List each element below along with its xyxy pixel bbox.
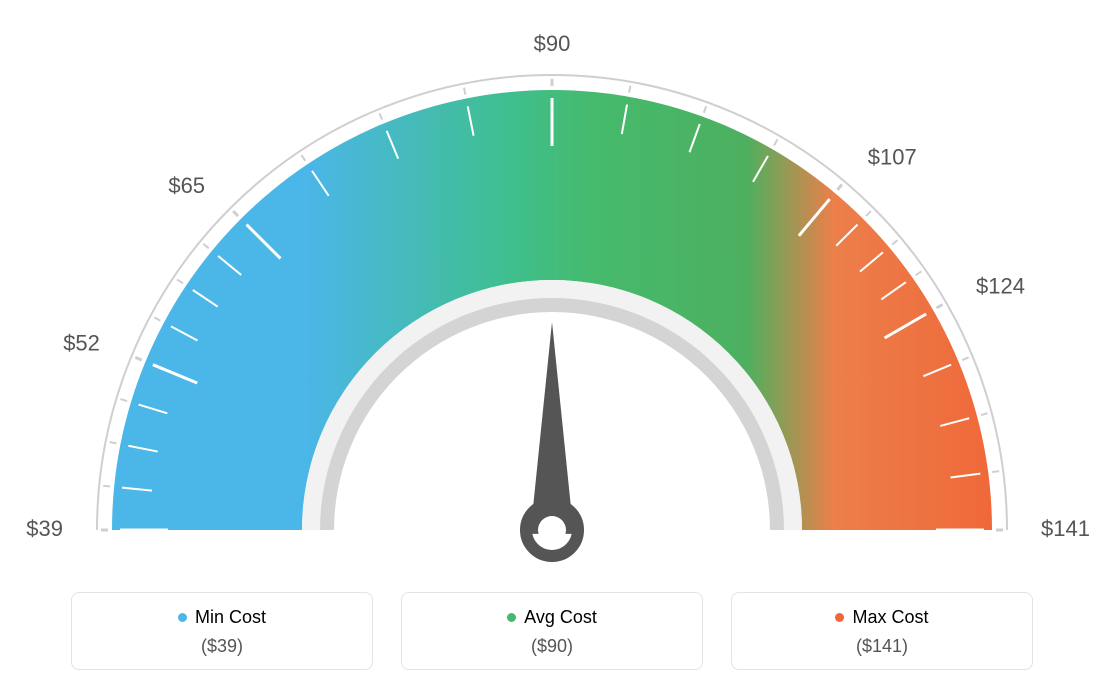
legend-avg-value: ($90) (402, 636, 702, 657)
svg-text:$124: $124 (976, 274, 1025, 299)
legend-row: Min Cost ($39) Avg Cost ($90) Max Cost (… (0, 592, 1104, 670)
legend-card-min: Min Cost ($39) (71, 592, 373, 670)
legend-max-label: Max Cost (852, 607, 928, 628)
legend-min-dot (178, 613, 187, 622)
legend-max-value: ($141) (732, 636, 1032, 657)
legend-card-avg: Avg Cost ($90) (401, 592, 703, 670)
svg-text:$65: $65 (168, 173, 205, 198)
svg-text:$90: $90 (534, 31, 571, 56)
legend-max-top: Max Cost (835, 607, 928, 628)
svg-text:$107: $107 (868, 144, 917, 169)
legend-min-value: ($39) (72, 636, 372, 657)
legend-min-label: Min Cost (195, 607, 266, 628)
svg-text:$39: $39 (26, 516, 63, 541)
legend-card-max: Max Cost ($141) (731, 592, 1033, 670)
gauge-chart: $39 $52 $65 $90 $107 $124 $141 (0, 0, 1104, 570)
svg-text:$141: $141 (1041, 516, 1090, 541)
gauge-svg: $39 $52 $65 $90 $107 $124 $141 (0, 0, 1104, 570)
svg-text:$52: $52 (63, 330, 100, 355)
legend-avg-dot (507, 613, 516, 622)
legend-max-dot (835, 613, 844, 622)
legend-avg-top: Avg Cost (507, 607, 597, 628)
legend-min-top: Min Cost (178, 607, 266, 628)
legend-avg-label: Avg Cost (524, 607, 597, 628)
